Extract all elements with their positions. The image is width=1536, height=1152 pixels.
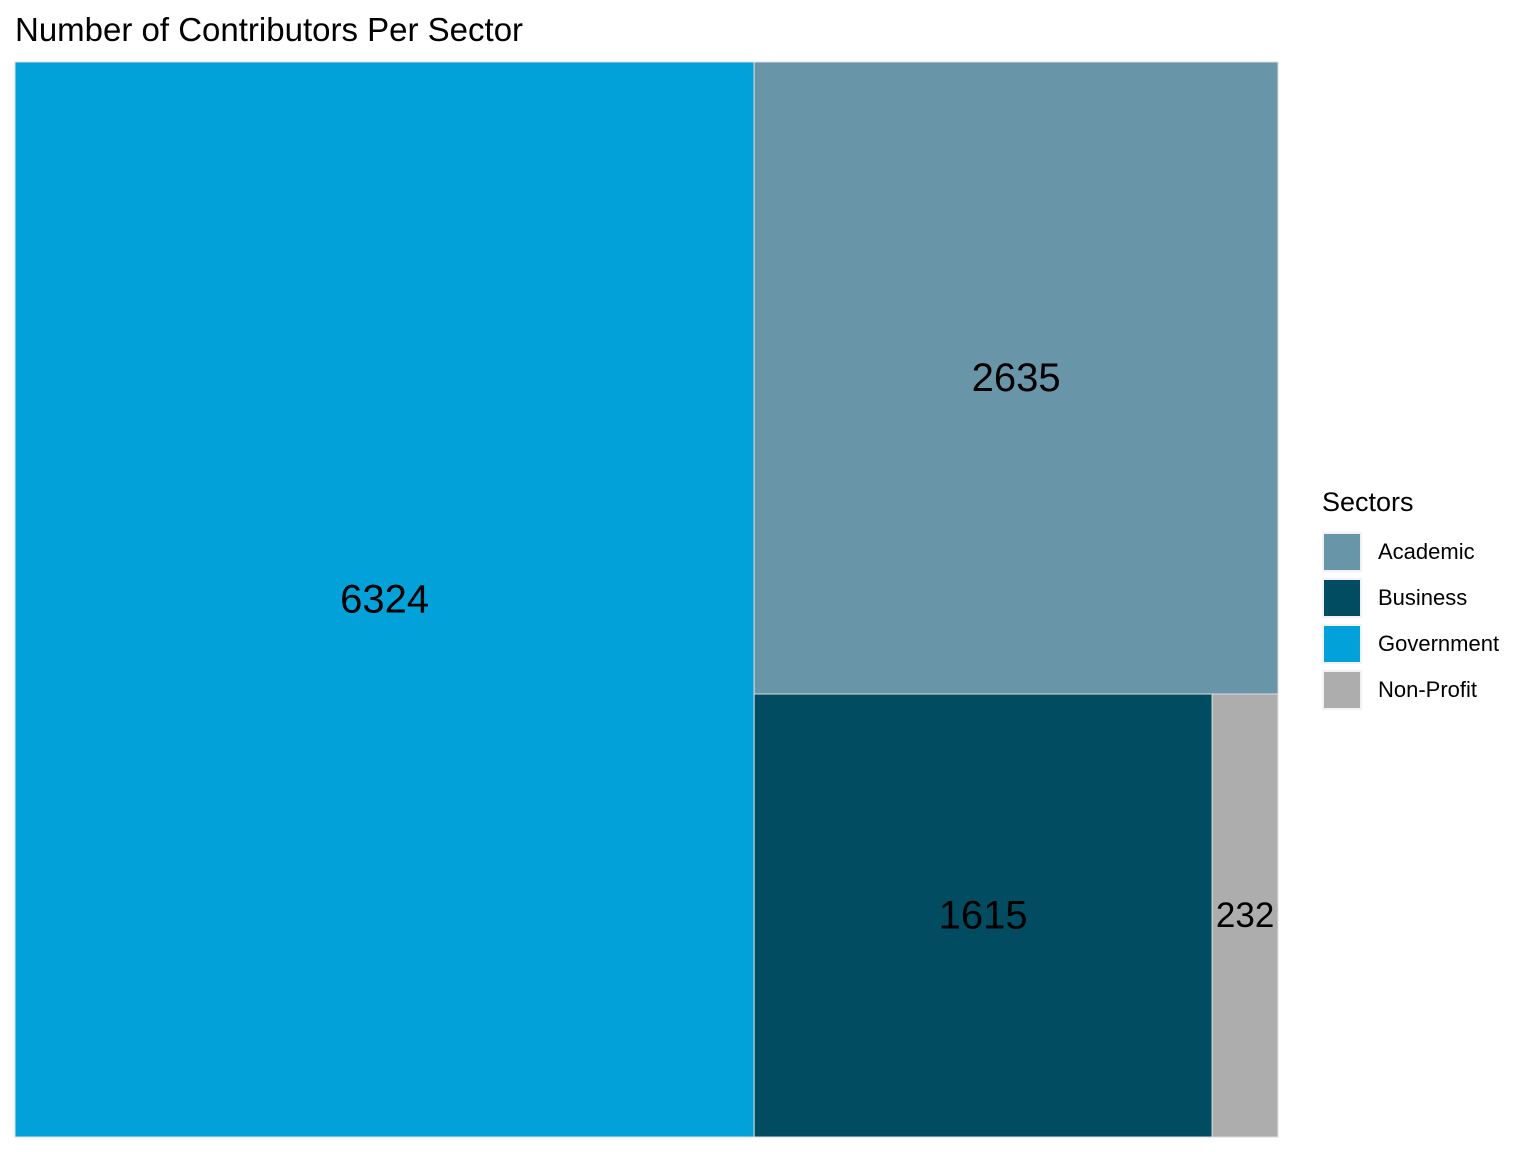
legend: Sectors Academic Business Government Non-Pr… — [1322, 485, 1522, 713]
treemap-cell-academic: 2635 — [753, 61, 1279, 695]
legend-label-government: Government — [1378, 631, 1500, 656]
legend-swatch-academic — [1322, 532, 1362, 572]
legend-swatch-government — [1322, 624, 1362, 664]
legend-swatch-non-profit — [1322, 670, 1362, 710]
legend-label-business: Business — [1378, 585, 1468, 610]
treemap-rect-non-profit — [1211, 693, 1279, 1138]
treemap-plot: 6324 2635 1615 232 — [14, 61, 1279, 1138]
treemap-rect-academic — [753, 61, 1279, 695]
treemap-label-non-profit: 232 — [1216, 896, 1274, 935]
legend-item-government: Government — [1322, 621, 1522, 667]
legend-item-academic: Academic — [1322, 529, 1522, 575]
treemap-cell-business: 1615 — [753, 693, 1213, 1138]
treemap-label-business: 1615 — [939, 894, 1028, 938]
legend-label-academic: Academic — [1378, 539, 1475, 564]
treemap-rect-government — [14, 61, 755, 1138]
treemap-cell-non-profit: 232 — [1211, 693, 1279, 1138]
legend-items: Academic Business Government Non-Profit — [1322, 529, 1522, 713]
legend-title: Sectors — [1322, 487, 1414, 517]
treemap-label-academic: 2635 — [972, 356, 1061, 400]
legend-item-non-profit: Non-Profit — [1322, 667, 1522, 713]
treemap-label-government: 6324 — [340, 578, 429, 622]
chart-title: Number of Contributors Per Sector — [15, 11, 524, 48]
treemap-cell-government: 6324 — [14, 61, 755, 1138]
legend-item-business: Business — [1322, 575, 1522, 621]
treemap-rect-business — [753, 693, 1213, 1138]
legend-label-non-profit: Non-Profit — [1378, 677, 1478, 702]
legend-swatch-business — [1322, 578, 1362, 618]
